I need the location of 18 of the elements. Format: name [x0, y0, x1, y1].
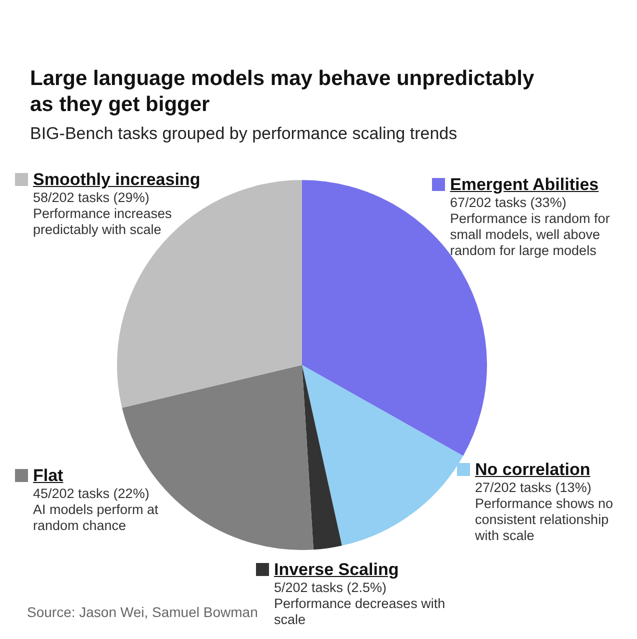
legend-label: Emergent Abilities [450, 175, 600, 195]
text: Performance increases predictably with scale [33, 206, 172, 237]
legend-label: Smoothly increasing [33, 170, 202, 190]
text: Performance shows no consistent relationship with scale [475, 496, 614, 543]
data-label: 27/202 tasks (13%) [475, 480, 592, 496]
legend-label: No correlation [475, 460, 592, 480]
chart-subtitle: BIG-Bench tasks grouped by performance scaling trends [30, 124, 458, 144]
text: Performance decreases with scale [274, 596, 446, 627]
text: Performance is random for small models, well above random for large models [450, 211, 610, 258]
legend-label: Flat [33, 466, 64, 486]
data-label: 67/202 tasks (33%) [450, 195, 568, 211]
data-label: 5/202 tasks (2.5%) [274, 580, 388, 596]
data-label: 45/202 tasks (22%) [33, 486, 150, 502]
source-note: Source: Jason Wei, Samuel Bowman [27, 604, 258, 620]
chart-title: Large language models may behave unpredictably as they get bigger [30, 66, 536, 118]
legend-label: Inverse Scaling [274, 560, 400, 580]
data-label: 58/202 tasks (29%) [33, 190, 150, 206]
text: AI models perform at random chance [33, 502, 158, 533]
